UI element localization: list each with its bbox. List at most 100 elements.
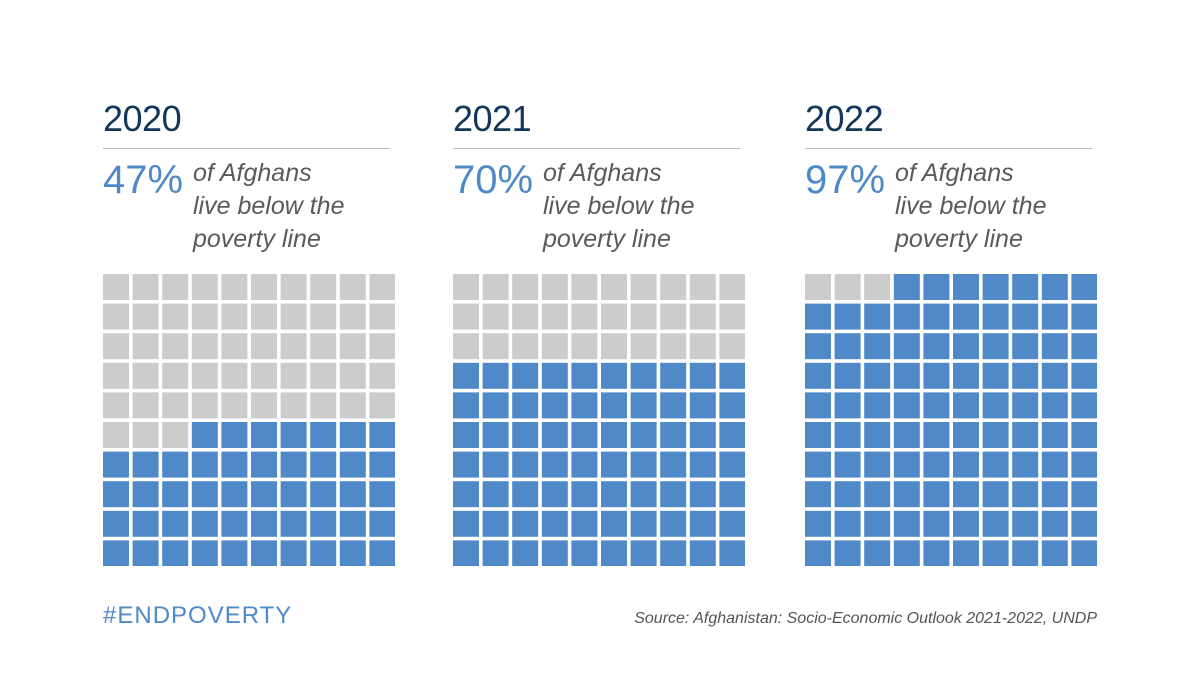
waffle-cell-empty bbox=[660, 303, 687, 330]
waffle-cell-filled bbox=[834, 540, 861, 567]
waffle-cell-filled bbox=[719, 510, 746, 537]
waffle-cell-filled bbox=[1071, 481, 1098, 508]
waffle-cell-filled bbox=[512, 451, 539, 478]
waffle-cell-filled bbox=[805, 333, 831, 360]
waffle-cell-filled bbox=[834, 510, 861, 537]
waffle-cell-filled bbox=[982, 481, 1009, 508]
waffle-cell-filled bbox=[834, 481, 861, 508]
waffle-cell-filled bbox=[982, 451, 1009, 478]
description-line: of Afghans bbox=[543, 159, 662, 187]
waffle-cell-filled bbox=[369, 481, 396, 508]
waffle-svg bbox=[453, 274, 746, 567]
waffle-cell-filled bbox=[893, 510, 920, 537]
waffle-cell-empty bbox=[103, 333, 129, 360]
waffle-cell-filled bbox=[482, 481, 509, 508]
waffle-cell-empty bbox=[339, 274, 366, 300]
waffle-cell-filled bbox=[805, 303, 831, 330]
waffle-cell-filled bbox=[103, 481, 129, 508]
waffle-cell-filled bbox=[132, 540, 159, 567]
description-line: poverty line bbox=[895, 225, 1023, 253]
waffle-cell-empty bbox=[132, 422, 159, 448]
waffle-cell-filled bbox=[1071, 422, 1098, 448]
waffle-cell-filled bbox=[369, 540, 396, 567]
source-note: Source: Afghanistan: Socio-Economic Outl… bbox=[634, 610, 1097, 627]
waffle-grid bbox=[453, 274, 746, 567]
waffle-cell-filled bbox=[893, 333, 920, 360]
description-line: live below the bbox=[895, 192, 1047, 220]
waffle-cell-filled bbox=[453, 540, 479, 567]
waffle-cell-empty bbox=[132, 362, 159, 389]
waffle-cell-empty bbox=[369, 333, 396, 360]
waffle-cell-filled bbox=[191, 451, 218, 478]
waffle-cell-empty bbox=[103, 422, 129, 448]
waffle-cell-empty bbox=[541, 303, 568, 330]
waffle-cell-empty bbox=[339, 303, 366, 330]
waffle-cell-filled bbox=[660, 362, 687, 389]
waffle-cell-filled bbox=[834, 333, 861, 360]
waffle-cell-filled bbox=[982, 303, 1009, 330]
waffle-cell-filled bbox=[953, 422, 979, 448]
description-line: live below the bbox=[193, 192, 345, 220]
divider bbox=[805, 148, 1092, 149]
waffle-cell-empty bbox=[512, 333, 539, 360]
hashtag-link[interactable]: #ENDPOVERTY bbox=[103, 602, 293, 629]
waffle-cell-empty bbox=[601, 303, 627, 330]
waffle-cell-filled bbox=[191, 510, 218, 537]
waffle-cell-filled bbox=[834, 392, 861, 419]
waffle-cell-filled bbox=[834, 362, 861, 389]
waffle-cell-filled bbox=[221, 422, 248, 448]
waffle-cell-filled bbox=[512, 392, 539, 419]
waffle-cell-filled bbox=[893, 540, 920, 567]
waffle-cell-filled bbox=[103, 540, 129, 567]
waffle-cell-empty bbox=[834, 274, 861, 300]
description-line: of Afghans bbox=[193, 159, 312, 187]
waffle-cell-filled bbox=[893, 481, 920, 508]
waffle-cell-filled bbox=[805, 422, 831, 448]
waffle-cell-filled bbox=[719, 540, 746, 567]
waffle-cell-filled bbox=[893, 303, 920, 330]
waffle-cell-filled bbox=[339, 422, 366, 448]
waffle-cell-filled bbox=[689, 540, 716, 567]
waffle-cell-empty bbox=[369, 362, 396, 389]
waffle-cell-empty bbox=[310, 362, 337, 389]
waffle-cell-filled bbox=[162, 540, 189, 567]
waffle-cell-filled bbox=[864, 540, 891, 567]
waffle-cell-empty bbox=[132, 274, 159, 300]
waffle-cell-filled bbox=[719, 481, 746, 508]
waffle-cell-empty bbox=[482, 303, 509, 330]
waffle-cell-empty bbox=[369, 303, 396, 330]
waffle-cell-empty bbox=[512, 274, 539, 300]
waffle-cell-empty bbox=[689, 333, 716, 360]
waffle-grid bbox=[103, 274, 396, 567]
waffle-cell-empty bbox=[251, 392, 277, 419]
waffle-cell-filled bbox=[369, 510, 396, 537]
waffle-cell-filled bbox=[864, 333, 891, 360]
waffle-cell-filled bbox=[453, 451, 479, 478]
waffle-cell-filled bbox=[541, 510, 568, 537]
waffle-cell-empty bbox=[310, 392, 337, 419]
waffle-cell-empty bbox=[541, 274, 568, 300]
waffle-cell-filled bbox=[953, 510, 979, 537]
waffle-cell-filled bbox=[601, 422, 627, 448]
waffle-cell-empty bbox=[280, 362, 307, 389]
waffle-cell-empty bbox=[805, 274, 831, 300]
waffle-cell-filled bbox=[719, 392, 746, 419]
panel-2021: 2021 70% of Afghans live below the pover… bbox=[453, 0, 748, 600]
waffle-cell-filled bbox=[893, 392, 920, 419]
waffle-cell-empty bbox=[162, 303, 189, 330]
waffle-cell-empty bbox=[132, 392, 159, 419]
waffle-cell-filled bbox=[953, 451, 979, 478]
waffle-cell-empty bbox=[689, 274, 716, 300]
waffle-cell-filled bbox=[191, 422, 218, 448]
waffle-cell-filled bbox=[1012, 392, 1039, 419]
panel-year: 2020 bbox=[103, 98, 182, 139]
waffle-cell-filled bbox=[1071, 362, 1098, 389]
waffle-cell-filled bbox=[689, 481, 716, 508]
waffle-cell-filled bbox=[339, 510, 366, 537]
panel-2022: 2022 97% of Afghans live below the pover… bbox=[805, 0, 1100, 600]
waffle-cell-filled bbox=[1071, 540, 1098, 567]
waffle-cell-filled bbox=[132, 510, 159, 537]
waffle-cell-filled bbox=[719, 451, 746, 478]
description-line: poverty line bbox=[543, 225, 671, 253]
percent-value: 70% bbox=[453, 158, 534, 202]
